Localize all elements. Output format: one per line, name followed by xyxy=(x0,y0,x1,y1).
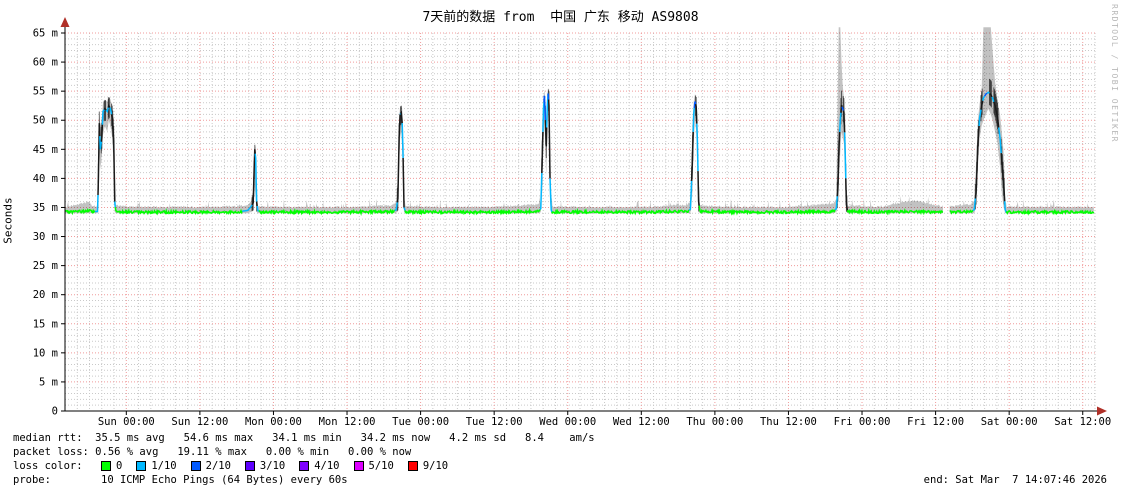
loss-legend-item-1-10: 1/10 xyxy=(136,460,177,472)
x-tick-label: Mon 12:00 xyxy=(319,416,376,428)
x-tick-label: Tue 00:00 xyxy=(392,416,449,428)
probe-row: probe: 10 ICMP Echo Pings (64 Bytes) eve… xyxy=(13,474,348,486)
loss-legend-item-3-10: 3/10 xyxy=(244,460,286,472)
y-tick-label: 55 m xyxy=(33,86,58,98)
x-tick-label: Sat 00:00 xyxy=(981,416,1038,428)
x-tick-label: Sun 12:00 xyxy=(171,416,228,428)
y-tick-label: 25 m xyxy=(33,260,58,272)
y-tick-label: 5 m xyxy=(39,376,58,388)
loss-swatch-label: 2/10 xyxy=(205,460,231,472)
loss-swatch-label: 4/10 xyxy=(314,460,340,472)
y-tick-label: 45 m xyxy=(33,144,58,156)
latency-graph: Sun 00:00 Sun 12:00 Mon 00:00 Mon 12:00 Tue … xyxy=(33,17,1111,428)
y-tick-label: 30 m xyxy=(33,231,58,243)
packet-loss-stats: packet loss: 0.56 % avg 19.11 % max 0.00… xyxy=(13,446,412,458)
loss-swatch-label: 3/10 xyxy=(259,460,286,472)
loss-swatch-5-10 xyxy=(353,461,364,471)
x-tick-label: Thu 12:00 xyxy=(760,416,817,428)
y-tick-label: 15 m xyxy=(33,318,58,330)
probe-label: probe: xyxy=(13,474,51,486)
x-tick-label: Fri 00:00 xyxy=(834,416,891,428)
x-tick-label: Thu 00:00 xyxy=(686,416,743,428)
x-tick-label: Sun 00:00 xyxy=(98,416,155,428)
y-tick-label: 10 m xyxy=(33,347,58,359)
y-tick-label: 20 m xyxy=(33,289,58,301)
x-tick-label: Wed 12:00 xyxy=(613,416,670,428)
loss-swatch-1-10 xyxy=(136,461,147,471)
loss-color-legend: loss color: 0 1/10 2/10 3/10 4/10 5/10 9/10 xyxy=(13,460,462,472)
loss-swatch-3-10 xyxy=(244,461,255,471)
y-tick-label: 0 xyxy=(52,406,58,418)
x-tick-label: Mon 00:00 xyxy=(245,416,302,428)
x-tick-label: Tue 12:00 xyxy=(466,416,523,428)
loss-swatch-label: 5/10 xyxy=(368,460,394,472)
x-tick-label: Fri 12:00 xyxy=(907,416,964,428)
end-timestamp: end: Sat Mar 7 14:07:46 2026 xyxy=(923,474,1107,486)
loss-swatch-0 xyxy=(101,461,111,471)
loss-swatch-label: 9/10 xyxy=(422,460,449,472)
y-tick-label: 40 m xyxy=(33,173,58,185)
loss-legend-items: 0 1/10 2/10 3/10 4/10 5/10 9/10 xyxy=(101,460,462,472)
loss-legend-item-0: 0 xyxy=(101,460,122,472)
median-rtt-stats: median rtt: 35.5 ms avg 54.6 ms max 34.1… xyxy=(13,432,595,444)
x-tick-label: Sat 12:00 xyxy=(1054,416,1111,428)
loss-swatch-label: 1/10 xyxy=(151,460,177,472)
loss-swatch-4-10 xyxy=(299,461,310,471)
loss-swatch-label: 0 xyxy=(116,460,123,472)
y-tick-label: 65 m xyxy=(33,28,58,40)
chart-title: 7天前的数据 from 中国 广东 移动 AS9808 xyxy=(422,10,699,25)
loss-legend-item-4-10: 4/10 xyxy=(299,460,340,472)
rrdtool-watermark: RRDTOOL / TOBI OETIKER xyxy=(1110,4,1119,143)
y-tick-label: 35 m xyxy=(33,202,58,214)
x-tick-label: Wed 00:00 xyxy=(539,416,596,428)
loss-swatch-9-10 xyxy=(407,461,418,471)
y-tick-label: 50 m xyxy=(33,115,58,127)
loss-legend-item-5-10: 5/10 xyxy=(353,460,394,472)
probe-text: 10 ICMP Echo Pings (64 Bytes) every 60s xyxy=(101,474,348,486)
loss-legend-item-9-10: 9/10 xyxy=(407,460,449,472)
y-tick-label: 60 m xyxy=(33,57,58,69)
loss-swatch-2-10 xyxy=(190,461,201,471)
loss-color-label: loss color: xyxy=(13,460,83,472)
loss-legend-item-2-10: 2/10 xyxy=(190,460,231,472)
